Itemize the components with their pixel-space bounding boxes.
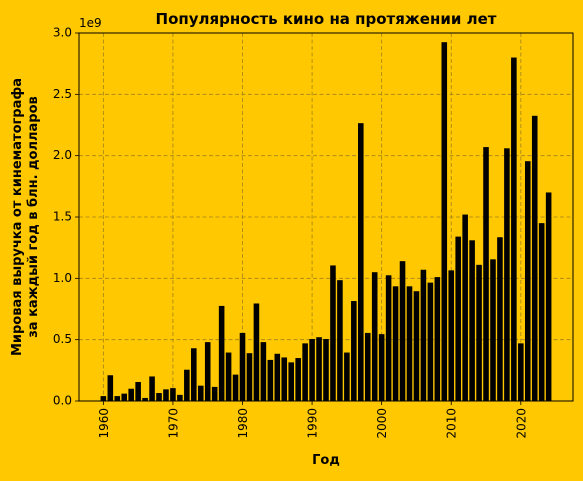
bar <box>121 393 128 401</box>
bar <box>246 353 253 401</box>
bar <box>476 264 482 401</box>
y-tick-label: 0.0 <box>53 394 72 408</box>
bar <box>204 342 211 401</box>
x-tick-label: 2000 <box>375 408 389 439</box>
bar <box>316 337 322 401</box>
bar <box>413 291 420 401</box>
bar <box>163 389 169 401</box>
bar <box>469 240 475 401</box>
bar <box>100 396 107 401</box>
bar <box>107 375 114 401</box>
bar <box>351 301 357 401</box>
x-tick-label: 1980 <box>236 408 250 439</box>
bar <box>197 385 204 401</box>
bar <box>511 57 517 402</box>
y-axis-label-line1: Мировая выручка от кинематографа <box>10 78 25 356</box>
bar <box>288 362 294 401</box>
bar <box>302 343 308 401</box>
bar <box>392 286 399 401</box>
bar <box>239 332 246 401</box>
bar <box>225 352 232 401</box>
x-tick-label: 2020 <box>514 408 528 439</box>
bar <box>191 348 197 401</box>
y-tick-label: 2.0 <box>53 148 72 162</box>
bar <box>538 223 545 401</box>
bar <box>420 269 427 401</box>
bar <box>114 396 121 401</box>
x-tick-label: 1970 <box>166 408 180 439</box>
bar <box>309 339 315 401</box>
bar <box>218 305 225 401</box>
bar <box>149 376 155 401</box>
bar <box>253 303 260 401</box>
bar <box>323 339 329 401</box>
bar <box>358 123 364 401</box>
bar <box>135 381 141 401</box>
bar <box>524 161 531 401</box>
bar <box>128 388 134 401</box>
bar <box>545 192 552 401</box>
x-tick-label: 1990 <box>306 408 320 439</box>
bar <box>295 358 301 401</box>
bar <box>441 42 448 401</box>
bar <box>385 275 392 401</box>
bar <box>364 332 371 401</box>
bar <box>281 357 288 401</box>
y-axis-label-line2: за каждый год в блн. долларов <box>26 96 41 338</box>
bar <box>462 214 468 401</box>
bar <box>337 280 343 401</box>
bar <box>274 353 281 401</box>
bar <box>531 115 538 402</box>
bar <box>406 286 413 401</box>
chart-title: Популярность кино на протяжении лет <box>156 10 497 28</box>
y-tick-label: 3.0 <box>53 26 72 40</box>
bar <box>448 270 455 401</box>
bar <box>232 374 239 401</box>
bar <box>371 272 378 401</box>
bar <box>378 334 385 401</box>
x-tick-label: 1960 <box>97 408 111 439</box>
bars-layer <box>100 42 552 402</box>
grid-layer <box>79 33 573 401</box>
bar <box>497 237 503 401</box>
bar <box>455 236 461 401</box>
y-tick-label: 1.0 <box>53 271 72 285</box>
bar <box>184 369 190 401</box>
bar <box>177 394 183 401</box>
bar <box>170 388 176 401</box>
x-tick-label: 2010 <box>445 408 459 439</box>
bar <box>399 261 406 401</box>
bar <box>156 393 162 401</box>
bar <box>490 259 496 401</box>
y-axis-offset: 1e9 <box>79 16 102 30</box>
bar <box>344 352 350 401</box>
y-tick-label: 0.5 <box>53 332 72 346</box>
bar <box>427 282 434 401</box>
y-tick-label: 1.5 <box>53 210 72 224</box>
bar <box>267 359 274 401</box>
bar <box>504 148 510 401</box>
axes-layer: 1960 1970 1980 1990 2000 2010 2020 0.0 0.5 1.0 1.5… <box>53 26 574 439</box>
y-tick-label: 2.5 <box>53 87 72 101</box>
bar <box>483 147 489 401</box>
bar <box>142 397 148 401</box>
bar <box>330 265 336 401</box>
bar <box>434 277 441 401</box>
bar <box>211 386 218 401</box>
bar <box>518 343 524 401</box>
x-axis-label: Год <box>312 453 340 468</box>
bar <box>260 342 267 401</box>
